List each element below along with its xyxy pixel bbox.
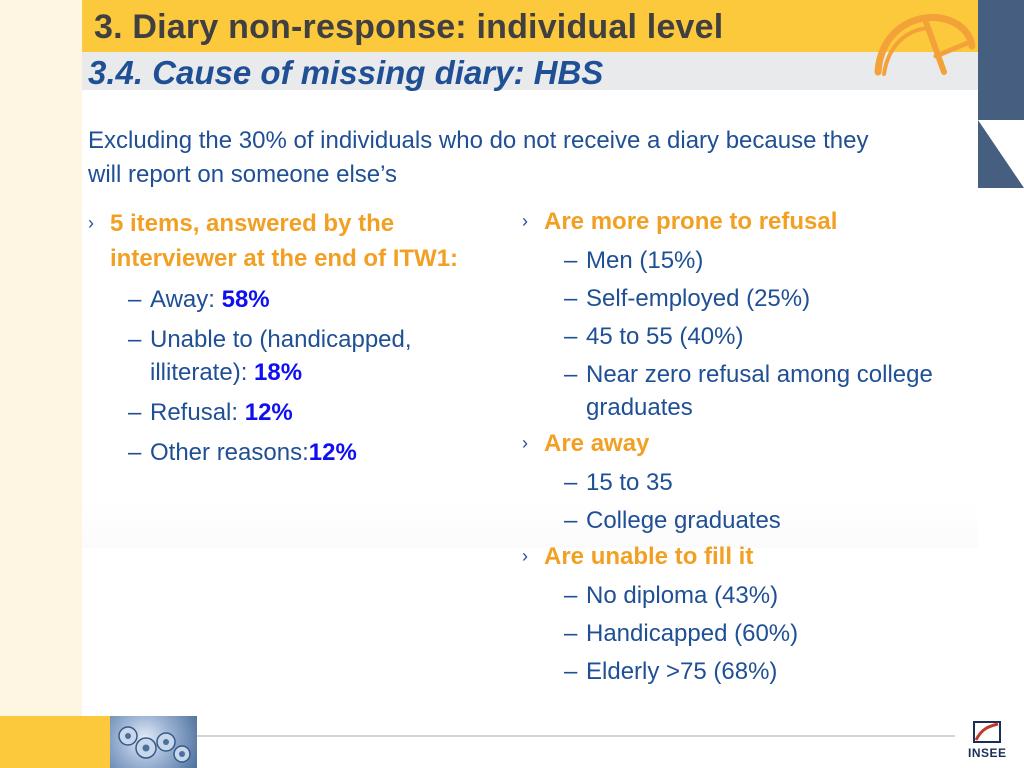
sub-item-text: 15 to 35 — [586, 469, 673, 496]
slide-subtitle: 3.4. Cause of missing diary: HBS — [88, 54, 604, 91]
bullet-arrow-icon: › — [522, 211, 528, 231]
right-sub-item: – Elderly >75 (68%) — [564, 655, 972, 688]
slide-title: 3. Diary non-response: individual level — [94, 8, 724, 46]
sub-item-percent: 58% — [221, 286, 270, 313]
sub-item-text: Self-employed (25%) — [586, 285, 811, 312]
left-bullet: › 5 items, answered by the interviewer a… — [88, 206, 488, 276]
right-bullet: › Are more prone to refusal — [522, 204, 972, 239]
dash-icon: – — [564, 582, 578, 609]
sub-item-label: Other reasons: — [150, 439, 309, 466]
right-bullet-heading: Are away — [544, 430, 650, 457]
insee-logo-icon — [973, 721, 1001, 743]
bullet-arrow-icon: › — [522, 433, 528, 453]
right-bullet: › Are away — [522, 426, 972, 461]
dash-icon: – — [128, 286, 142, 313]
left-column: › 5 items, answered by the interviewer a… — [88, 206, 488, 469]
dash-icon: – — [564, 469, 578, 496]
dash-icon: – — [564, 323, 578, 350]
sub-item-label: Away: — [150, 286, 222, 313]
right-sub-item: –15 to 35 — [564, 466, 972, 499]
sub-item-percent: 12% — [244, 399, 293, 426]
dash-icon: – — [128, 439, 142, 466]
dash-icon: – — [128, 326, 142, 353]
sub-item-text: Men (15%) — [586, 247, 704, 274]
dash-icon: – — [128, 399, 142, 426]
dash-icon: – — [564, 285, 578, 312]
dash-icon: – — [564, 620, 578, 647]
right-bullet-heading: Are more prone to refusal — [544, 208, 838, 235]
sub-item-label: Refusal: — [150, 399, 245, 426]
sub-item-text: Near zero refusal among college graduate… — [586, 361, 933, 421]
right-sub-item: – No diploma (43%) — [564, 579, 972, 612]
right-sub-item: – Self-employed (25%) — [564, 282, 972, 315]
right-bullet-heading: Are unable to fill it — [544, 543, 754, 570]
left-decor-strip — [0, 0, 82, 768]
bullet-arrow-icon: › — [522, 546, 528, 566]
sub-item-label: Unable to (handicapped, illiterate): — [150, 326, 412, 386]
right-sub-item: – Near zero refusal among college graduat… — [564, 358, 972, 424]
sub-item-text: No diploma (43%) — [586, 582, 779, 609]
right-panel-notch — [978, 120, 1024, 188]
right-sub-item: – College graduates — [564, 504, 972, 537]
left-sub-item: – Refusal: 12% — [128, 396, 488, 429]
right-sub-item: –45 to 55 (40%) — [564, 320, 972, 353]
arc-logo-icon — [874, 14, 976, 76]
left-sub-item: – Other reasons:12% — [128, 436, 488, 469]
gears-icon — [118, 726, 191, 763]
dash-icon: – — [564, 361, 578, 388]
right-bullet: › Are unable to fill it — [522, 539, 972, 574]
left-sub-item: – Away: 58% — [128, 283, 488, 316]
dash-icon: – — [564, 507, 578, 534]
sub-item-text: Elderly >75 (68%) — [586, 658, 778, 685]
title-band — [82, 0, 978, 52]
sub-item-text: Handicapped (60%) — [586, 620, 799, 647]
right-lower-area — [978, 188, 1024, 768]
intro-paragraph: Excluding the 30% of individuals who do … — [88, 127, 869, 188]
sub-item-percent: 18% — [254, 359, 303, 386]
footer-divider — [195, 735, 955, 737]
gears-image — [110, 716, 197, 768]
right-sub-item: – Handicapped (60%) — [564, 617, 972, 650]
content-area — [82, 92, 978, 548]
right-sub-item: – Men (15%) — [564, 244, 972, 277]
dash-icon: – — [564, 247, 578, 274]
insee-logo-text: INSEE — [968, 746, 1007, 760]
sub-item-text: 45 to 55 (40%) — [586, 323, 744, 350]
footer-orange-block — [0, 716, 110, 768]
left-sub-item: – Unable to (handicapped, illiterate): 18… — [128, 323, 488, 389]
dash-icon: – — [564, 658, 578, 685]
bullet-arrow-icon: › — [88, 213, 94, 233]
subtitle-band — [82, 52, 978, 90]
sub-item-percent: 12% — [308, 439, 357, 466]
right-column: › Are more prone to refusal – Men (15%) – Sel… — [522, 202, 972, 688]
sub-item-text: College graduates — [586, 507, 781, 534]
left-bullet-heading: 5 items, answered by the interviewer at … — [110, 210, 459, 272]
